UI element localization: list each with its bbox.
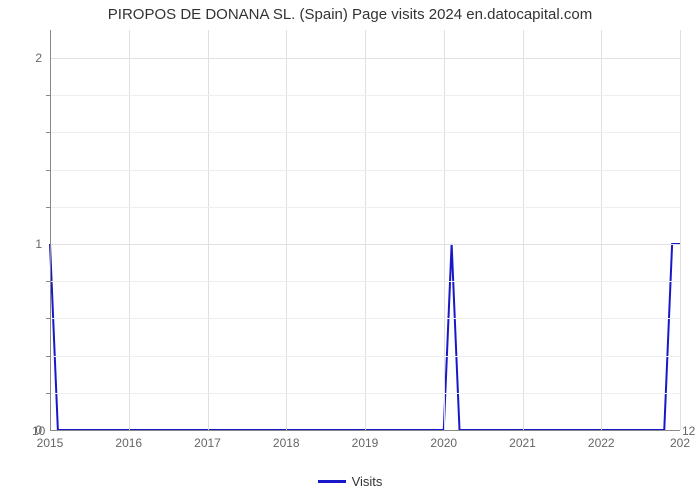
- gridline-vertical: [523, 30, 524, 430]
- chart-title: PIROPOS DE DONANA SL. (Spain) Page visit…: [0, 6, 700, 23]
- legend-item-visits: Visits: [318, 474, 383, 489]
- legend-label: Visits: [352, 474, 383, 489]
- legend: Visits: [0, 470, 700, 489]
- gridline-horizontal-minor: [50, 318, 680, 319]
- legend-swatch: [318, 480, 346, 483]
- gridline-vertical: [601, 30, 602, 430]
- gridline-horizontal: [50, 244, 680, 245]
- x-tick-label: 2022: [588, 430, 615, 450]
- gridline-vertical: [129, 30, 130, 430]
- gridline-horizontal-minor: [50, 170, 680, 171]
- plot-area: 20152016201720182019202020212022202012: [50, 30, 680, 430]
- y-tick-label: 2: [35, 51, 50, 65]
- gridline-vertical: [286, 30, 287, 430]
- x-tick-label: 2018: [273, 430, 300, 450]
- x-tick-label: 2020: [430, 430, 457, 450]
- gridline-horizontal-minor: [50, 281, 680, 282]
- gridline-horizontal-minor: [50, 356, 680, 357]
- gridline-horizontal-minor: [50, 132, 680, 133]
- corner-label-bottom-left: 10: [32, 424, 45, 438]
- x-tick-label: 2016: [115, 430, 142, 450]
- right-border-line: [680, 30, 681, 430]
- y-tick-label: 1: [35, 237, 50, 251]
- chart-container: PIROPOS DE DONANA SL. (Spain) Page visit…: [0, 0, 700, 500]
- gridline-vertical: [208, 30, 209, 430]
- x-axis-line: [50, 430, 680, 431]
- gridline-horizontal: [50, 58, 680, 59]
- x-tick-label: 2019: [352, 430, 379, 450]
- x-tick-label: 2021: [509, 430, 536, 450]
- gridline-horizontal-minor: [50, 393, 680, 394]
- gridline-horizontal-minor: [50, 95, 680, 96]
- corner-label-bottom-right: 12: [682, 424, 695, 438]
- gridline-vertical: [365, 30, 366, 430]
- gridline-horizontal-minor: [50, 207, 680, 208]
- y-axis-line: [50, 30, 51, 430]
- x-tick-label: 2017: [194, 430, 221, 450]
- gridline-vertical: [444, 30, 445, 430]
